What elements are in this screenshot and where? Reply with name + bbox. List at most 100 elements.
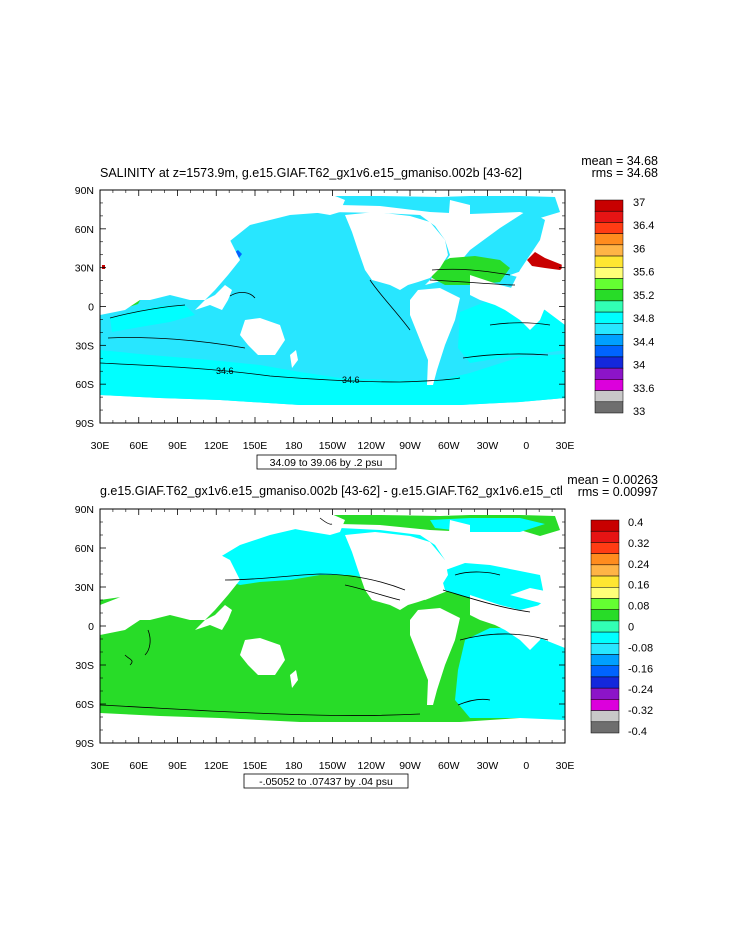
colorbar-swatch <box>594 300 624 313</box>
colorbar-swatch <box>590 654 620 666</box>
axes: 30E 60E 90E 120E 150E 180 150W 120W 90W 60W 30W 0 30… <box>75 185 575 452</box>
map-difference <box>99 508 566 744</box>
y-tick-label: 60S <box>75 699 94 711</box>
colorbar-swatch <box>590 665 620 678</box>
equatorial-band <box>110 305 195 332</box>
contour-lines <box>100 517 549 716</box>
colorbar-swatch <box>590 553 620 566</box>
colorbar-swatch <box>594 278 624 290</box>
axes: 30E 60E 90E 120E 150E 180 150W 120W 90W 60W 30W 0 30… <box>75 504 575 772</box>
colorbar-label: 34.8 <box>633 313 654 325</box>
y-tick-label: 60N <box>75 543 94 555</box>
colorbar-label: 0.16 <box>628 580 649 592</box>
colorbar-swatch <box>594 390 624 403</box>
y-tick-label: 30S <box>75 340 94 352</box>
panel-salinity: SALINITY at z=1573.9m, g.e15.GIAF.T62_gx… <box>75 154 658 470</box>
colorbar-swatch <box>594 367 624 380</box>
colorbar-label: 36.4 <box>633 220 654 232</box>
x-tick-label: 60E <box>129 440 148 452</box>
colorbar-swatch <box>594 311 624 324</box>
x-tick-label: 30E <box>556 760 575 772</box>
land <box>100 190 565 423</box>
colorbar-swatch <box>590 530 620 543</box>
x-tick-label: 150W <box>319 760 347 772</box>
colorbar-swatch <box>590 575 620 588</box>
colorbar-swatch <box>594 210 624 223</box>
colorbar-label: -0.4 <box>628 726 647 738</box>
y-tick-label: 90N <box>75 504 94 516</box>
colorbar-swatch <box>594 244 624 257</box>
x-tick-label: 30E <box>91 760 110 772</box>
x-tick-label: 150E <box>243 760 268 772</box>
panel-title: g.e15.GIAF.T62_gx1v6.e15_gmaniso.002b [4… <box>100 484 563 498</box>
colorbar-swatch <box>594 255 624 268</box>
panel-difference: g.e15.GIAF.T62_gx1v6.e15_gmaniso.002b [4… <box>75 473 658 789</box>
y-tick-label: 30N <box>75 582 94 594</box>
colorbar-swatch <box>590 620 620 633</box>
x-tick-label: 30E <box>91 440 110 452</box>
colorbar-swatch <box>594 356 624 369</box>
colorbar-swatch <box>594 379 624 391</box>
colorbar: 37 36.4 36 35.6 35.2 34.8 34.4 34 33.6 33 <box>594 197 654 418</box>
x-tick-label: 90W <box>399 440 421 452</box>
colorbar-label: 34 <box>633 360 645 372</box>
colorbar-swatch <box>594 334 624 346</box>
y-tick-label: 0 <box>88 621 94 633</box>
x-tick-label: 120E <box>204 440 229 452</box>
colorbar-label: 36 <box>633 243 645 255</box>
colorbar-swatch <box>594 267 624 279</box>
south-atlantic-negative <box>455 628 565 720</box>
y-tick-label: 60N <box>75 224 94 236</box>
colorbar-swatch <box>594 233 624 246</box>
x-tick-label: 120W <box>358 760 386 772</box>
y-tick-label: 60S <box>75 379 94 391</box>
colorbar-label: 0 <box>628 622 634 634</box>
southern-band <box>100 350 565 405</box>
y-tick-label: 30N <box>75 263 94 275</box>
north-atlantic-high <box>430 256 510 285</box>
colorbar-label: 0.4 <box>628 517 643 529</box>
x-tick-label: 0 <box>523 440 529 452</box>
range-box <box>256 454 397 470</box>
colorbar-label: -0.32 <box>628 705 653 717</box>
colorbar-label: 0.24 <box>628 559 649 571</box>
range-label: 34.09 to 39.06 by .2 psu <box>270 457 383 469</box>
colorbar-label: -0.08 <box>628 642 653 654</box>
x-tick-label: 180 <box>285 760 303 772</box>
y-tick-label: 30S <box>75 660 94 672</box>
colorbar-swatch <box>594 323 624 335</box>
colorbar-swatch <box>590 609 620 622</box>
colorbar-swatch <box>590 721 620 734</box>
map-salinity: 34.6 34.6 <box>99 189 566 424</box>
x-tick-label: 150W <box>319 440 347 452</box>
colorbar-swatch <box>590 598 620 610</box>
colorbar-swatch <box>594 199 624 212</box>
x-tick-label: 90E <box>168 440 187 452</box>
colorbar-swatch <box>594 222 624 234</box>
x-tick-label: 60E <box>129 760 148 772</box>
contour-label: 34.6 <box>216 366 234 376</box>
colorbar-label: 35.2 <box>633 290 654 302</box>
colorbar-label: 34.4 <box>633 336 654 348</box>
y-tick-label: 90N <box>75 185 94 197</box>
colorbar-label: 0.08 <box>628 601 649 613</box>
x-tick-label: 0 <box>523 760 529 772</box>
y-tick-label: 0 <box>88 302 94 314</box>
colorbar-swatch <box>590 587 620 599</box>
med-outflow-high <box>527 252 565 270</box>
colorbar-label: 33 <box>633 406 645 418</box>
colorbar-swatch <box>594 401 624 414</box>
colorbar-swatch <box>590 519 620 532</box>
range-label: -.05052 to .07437 by .04 psu <box>259 776 393 788</box>
x-tick-label: 30E <box>556 440 575 452</box>
colorbar-label: 37 <box>633 197 645 209</box>
x-tick-label: 180 <box>285 440 303 452</box>
colorbar-swatch <box>590 710 620 723</box>
colorbar-label: 33.6 <box>633 383 654 395</box>
colorbar-swatch <box>590 564 620 577</box>
x-tick-label: 60W <box>438 440 460 452</box>
colorbar-swatch <box>590 542 620 554</box>
y-tick-label: 90S <box>75 418 94 430</box>
range-box <box>243 773 409 789</box>
